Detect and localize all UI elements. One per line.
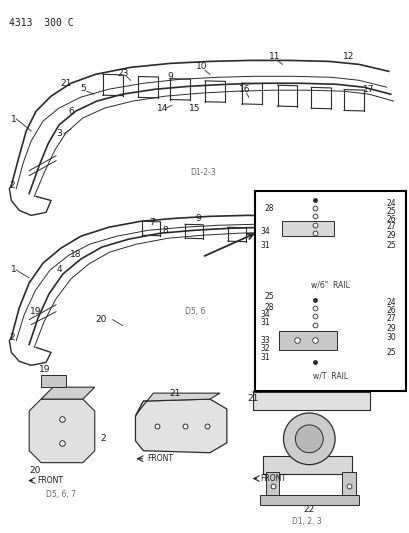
Text: 15: 15 <box>189 103 200 112</box>
Bar <box>259 496 358 505</box>
Text: 19: 19 <box>30 307 42 316</box>
Polygon shape <box>135 399 226 453</box>
Text: 32: 32 <box>260 344 270 353</box>
Text: 1: 1 <box>11 115 17 124</box>
Text: 20: 20 <box>29 466 40 475</box>
Bar <box>41 375 66 387</box>
Text: 9: 9 <box>195 214 200 223</box>
Text: 31: 31 <box>260 353 270 362</box>
Text: 25: 25 <box>385 348 395 357</box>
Bar <box>262 456 351 474</box>
Text: 23: 23 <box>117 69 128 78</box>
Circle shape <box>294 425 322 453</box>
Text: 8: 8 <box>162 226 168 235</box>
Bar <box>341 472 355 499</box>
Text: D5, 6, 7: D5, 6, 7 <box>46 490 76 499</box>
Text: 29: 29 <box>385 231 395 240</box>
Text: 11: 11 <box>268 52 280 61</box>
Text: 28: 28 <box>264 204 274 213</box>
Polygon shape <box>135 393 219 416</box>
Text: 9: 9 <box>167 72 173 81</box>
Text: 10: 10 <box>196 62 207 71</box>
Text: 21: 21 <box>247 393 258 402</box>
Polygon shape <box>252 384 379 392</box>
Text: 12: 12 <box>342 52 354 61</box>
Text: D5, 6: D5, 6 <box>185 307 205 316</box>
Text: D1-2-3: D1-2-3 <box>190 168 215 177</box>
Text: 2: 2 <box>100 434 105 443</box>
Text: 33: 33 <box>260 336 270 345</box>
Text: 17: 17 <box>362 85 374 94</box>
Bar <box>282 221 333 236</box>
Text: w/6"  RAIL: w/6" RAIL <box>310 280 349 289</box>
Text: 21: 21 <box>60 79 72 88</box>
Text: 21: 21 <box>169 389 180 398</box>
Polygon shape <box>29 399 94 463</box>
Text: 14: 14 <box>156 103 168 112</box>
Text: 25: 25 <box>264 292 274 301</box>
Text: 5: 5 <box>80 84 85 93</box>
Text: 18: 18 <box>70 249 81 259</box>
Text: 25: 25 <box>385 240 395 249</box>
Text: 16: 16 <box>238 85 250 94</box>
Text: 24: 24 <box>385 298 395 307</box>
Text: 24: 24 <box>385 199 395 208</box>
Text: D1, 2, 3: D1, 2, 3 <box>292 517 321 526</box>
Bar <box>252 392 369 410</box>
Bar <box>279 330 336 350</box>
Text: FRONT: FRONT <box>37 476 63 485</box>
Text: 26: 26 <box>385 215 395 224</box>
Text: 2: 2 <box>9 181 15 190</box>
Polygon shape <box>41 387 94 399</box>
Text: 30: 30 <box>385 333 395 342</box>
Text: 34: 34 <box>260 227 270 236</box>
Text: 31: 31 <box>260 240 270 249</box>
Bar <box>265 472 279 499</box>
Text: 20: 20 <box>95 315 106 324</box>
Text: 2: 2 <box>9 333 15 342</box>
Text: 27: 27 <box>385 314 395 323</box>
Bar <box>254 190 405 391</box>
Text: 4313  300 C: 4313 300 C <box>9 18 74 28</box>
Text: 27: 27 <box>385 222 395 231</box>
Text: 7: 7 <box>149 218 155 227</box>
Text: 6: 6 <box>68 107 74 116</box>
Text: 19: 19 <box>39 365 51 374</box>
Text: 22: 22 <box>303 505 314 514</box>
Text: 1: 1 <box>11 265 17 274</box>
Text: 34: 34 <box>260 310 270 319</box>
Text: FRONT: FRONT <box>147 454 173 463</box>
Text: 28: 28 <box>264 303 274 312</box>
Text: 25: 25 <box>385 207 395 216</box>
Text: 31: 31 <box>260 318 270 327</box>
Text: FRONT: FRONT <box>260 474 286 483</box>
Text: 29: 29 <box>385 324 395 333</box>
Circle shape <box>283 413 334 465</box>
Text: 26: 26 <box>385 306 395 315</box>
Text: w/T  RAIL: w/T RAIL <box>312 372 347 381</box>
Text: 4: 4 <box>56 265 62 274</box>
Text: 35: 35 <box>301 383 312 392</box>
Text: 3: 3 <box>56 130 62 139</box>
